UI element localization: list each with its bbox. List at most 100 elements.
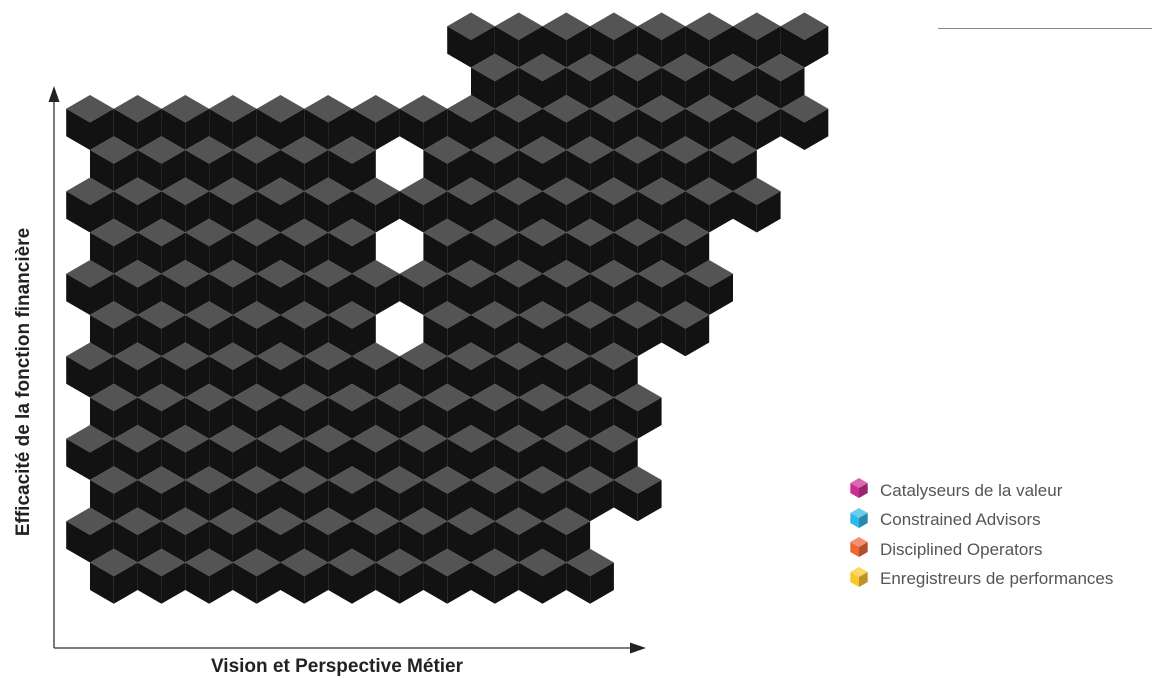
mosaic-cube [661,218,710,274]
orange-cube-icon [848,536,880,563]
mosaic-cube [471,53,519,109]
mosaic-cube [375,548,424,604]
mosaic-cube [613,301,662,357]
mosaic-cube [518,136,567,192]
mosaic-cube [542,507,591,563]
mosaic-cube [256,260,305,315]
mosaic-cube [328,383,376,439]
mosaic-cube [375,383,424,439]
mosaic-cube [566,53,614,109]
magenta-cube-icon [848,477,880,504]
mosaic-cube [399,342,448,398]
mosaic-cube [566,383,614,439]
mosaic-cube [352,260,400,315]
mosaic-cube [90,466,138,522]
mosaic-cube [399,95,448,150]
mosaic-cube [447,507,495,563]
mosaic-cube [685,177,733,233]
mosaic-cube [256,507,305,563]
mosaic-cube [613,466,662,522]
mosaic-cube [566,548,614,604]
mosaic-cube [328,548,376,604]
legend-label: Catalyseurs de la valeur [880,480,1063,500]
mosaic-cube [232,548,281,604]
mosaic-cube [185,466,233,522]
mosaic-cube [328,301,376,357]
mosaic-cube [66,342,114,398]
mosaic-cube [256,425,305,480]
mosaic-cube [161,507,210,563]
mosaic-cube [280,548,329,604]
mosaic-cube [685,260,733,315]
mosaic-cube [90,301,138,357]
mosaic-cube [209,260,257,315]
mosaic-cube [637,177,686,233]
mosaic-cube [542,12,591,68]
mosaic-cube [637,12,686,68]
mosaic-cube [113,177,162,233]
mosaic-cube [471,548,519,604]
mosaic-cube [232,136,281,192]
mosaic-cube [518,53,567,109]
mosaic-cube [518,218,567,274]
mosaic-cube [780,95,829,150]
mosaic-cube [542,260,591,315]
legend-item: Catalyseurs de la valeur [848,476,1113,506]
mosaic-cube [590,12,638,68]
mosaic-cube [328,466,376,522]
mosaic-cube [90,548,138,604]
mosaic-cube [447,95,495,150]
mosaic-cube [328,218,376,274]
mosaic-cube [399,260,448,315]
y-axis [48,86,60,648]
legend-item: Constrained Advisors [848,506,1113,536]
mosaic-cube [256,95,305,150]
mosaic-cube [137,383,186,439]
mosaic-cube [113,342,162,398]
x-axis [54,642,646,654]
mosaic-cube [352,342,400,398]
mosaic-cube [232,218,281,274]
mosaic-cube [137,301,186,357]
mosaic-cube [304,507,352,563]
mosaic-cube [232,301,281,357]
mosaic-cube [280,218,329,274]
mosaic-cube [352,95,400,150]
mosaic-cube [137,136,186,192]
mosaic-cube [66,507,114,563]
legend-cube-shape [850,507,868,528]
mosaic-cube [161,177,210,233]
mosaic-cube [209,95,257,150]
mosaic-cube [137,466,186,522]
mosaic-cube [209,425,257,480]
mosaic-cube [399,425,448,480]
y-axis-label: Efficacité de la fonction financière [13,227,34,537]
mosaic-cube [471,383,519,439]
mosaic-cube [661,301,710,357]
legend: Catalyseurs de la valeur Constrained Adv… [848,476,1113,594]
mosaic-cube [423,301,471,357]
mosaic-cube [90,383,138,439]
mosaic-cube [423,136,471,192]
mosaic-cube [423,218,471,274]
mosaic-cube [685,12,733,68]
mosaic-cube [66,95,114,150]
mosaic-cube [209,507,257,563]
mosaic-cube [733,12,781,68]
mosaic-cube [613,218,662,274]
mosaic-cube [542,342,591,398]
mosaic-cube [256,177,305,233]
mosaic-cube [66,260,114,315]
mosaic-cube [113,425,162,480]
mosaic-cube [185,383,233,439]
mosaic-cube [637,260,686,315]
mosaic-cube [566,466,614,522]
mosaic-cube [494,177,543,233]
mosaic-cube [780,12,829,68]
mosaic-cube [494,260,543,315]
mosaic-cube [232,383,281,439]
blue-cube-icon [848,507,880,534]
mosaic-cube [185,301,233,357]
x-axis-label: Vision et Perspective Métier [210,656,464,677]
